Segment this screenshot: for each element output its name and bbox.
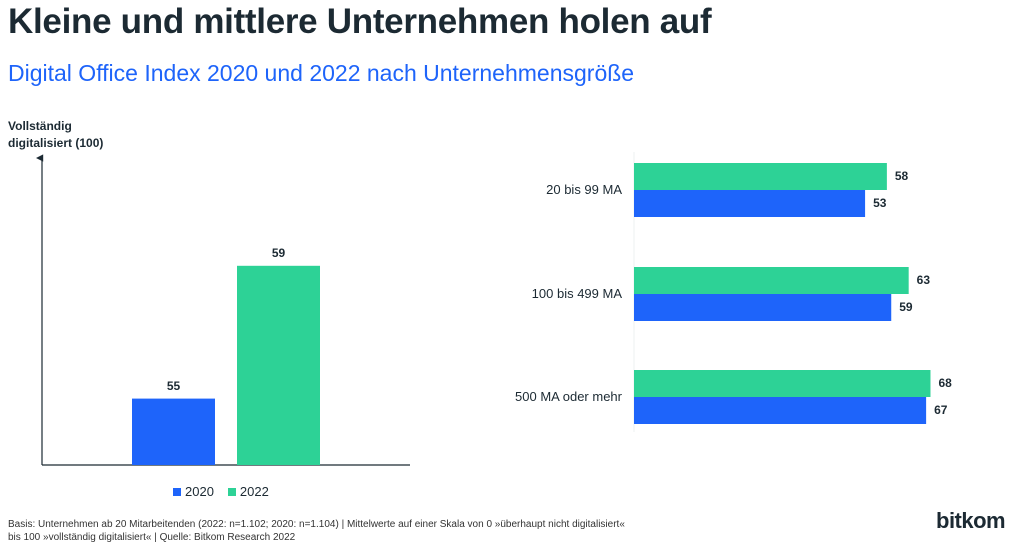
footnote: Basis: Unternehmen ab 20 Mitarbeitenden … — [8, 518, 625, 544]
category-label: 500 MA oder mehr — [515, 389, 622, 404]
bar-2020-1 — [634, 190, 866, 217]
bar-value-label: 59 — [271, 245, 286, 260]
bar-value-label: 58 — [894, 169, 909, 183]
bar-value-label: 55 — [166, 378, 181, 393]
bar-value-label: 59 — [899, 300, 913, 314]
bar-2022-2 — [634, 267, 909, 294]
legend-swatch-2020 — [173, 488, 181, 496]
legend-item-2020: 2020 — [173, 484, 214, 499]
y-axis-label: Vollständig digitalisiert (100) — [8, 118, 103, 152]
bar-value-label: 67 — [934, 403, 948, 417]
bitkom-logo: bitkom — [936, 508, 1006, 533]
chart-subtitle: Digital Office Index 2020 und 2022 nach … — [8, 60, 635, 86]
bar-value-label: 68 — [938, 376, 952, 390]
legend-item-2022: 2022 — [227, 484, 269, 499]
y-axis-label-line2: digitalisiert (100) — [8, 136, 104, 150]
category-label: 100 bis 499 MA — [531, 286, 622, 301]
footnote-line1: Basis: Unternehmen ab 20 Mitarbeitenden … — [8, 519, 625, 530]
legend: 2020 2022 — [173, 484, 269, 499]
bar-value-label: 53 — [873, 196, 887, 210]
bar-value-label: 63 — [916, 273, 931, 287]
bar-2020-2 — [634, 294, 892, 321]
legend-label-2020: 2020 — [185, 484, 214, 499]
bar-2020-3 — [634, 397, 927, 424]
bar-2022-1 — [634, 163, 887, 190]
chart-title: Kleine und mittlere Unternehmen holen au… — [8, 2, 712, 41]
bar-2022-3 — [634, 370, 931, 397]
category-label: 20 bis 99 MA — [546, 182, 622, 197]
footnote-line2: bis 100 »vollständig digitalisiert« | Qu… — [8, 532, 296, 543]
legend-swatch-2022 — [227, 488, 236, 496]
y-axis-label-line1: Vollständig — [8, 119, 72, 133]
bar-2022 — [237, 265, 320, 465]
legend-label-2022: 2022 — [239, 484, 269, 499]
bar-2020 — [132, 398, 215, 465]
